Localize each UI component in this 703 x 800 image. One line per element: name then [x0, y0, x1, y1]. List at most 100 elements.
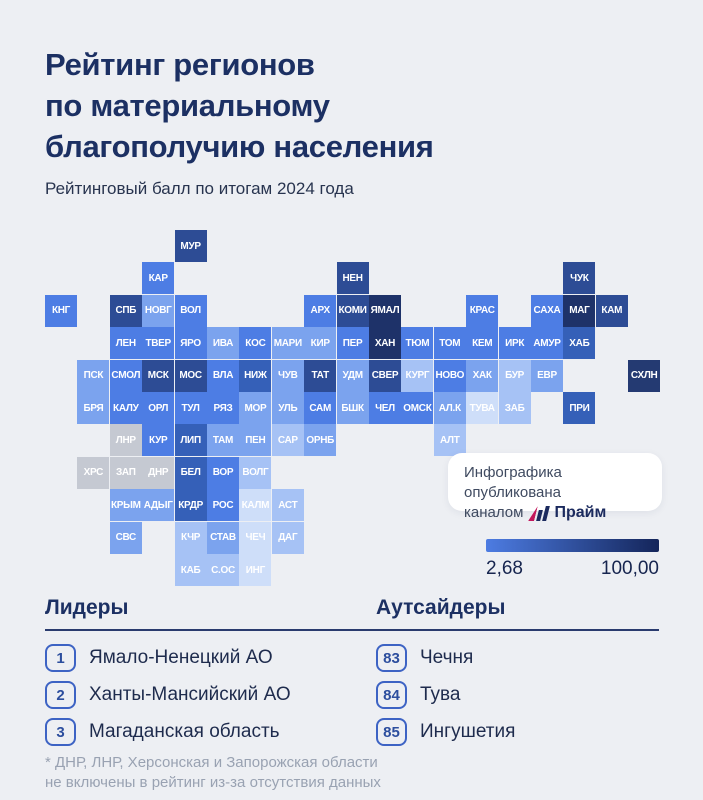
region-tile-СХЛН: СХЛН — [628, 359, 661, 392]
region-tile-АЛ.К: АЛ.К — [433, 392, 466, 424]
title-line-1: Рейтинг регионов — [45, 47, 315, 82]
prime-logo-icon — [529, 505, 551, 521]
region-tile-АРХ: АРХ — [304, 294, 337, 327]
page-subtitle: Рейтинговый балл по итогам 2024 года — [45, 179, 354, 198]
region-tile-ТОМ: ТОМ — [433, 327, 466, 360]
region-tile-БУР: БУР — [498, 359, 531, 392]
region-tile-ПРИ: ПРИ — [563, 392, 596, 424]
outsiders-list: 83 Чечня 84 Тува 85 Ингушетия — [376, 643, 676, 754]
region-tile-УЛЬ: УЛЬ — [271, 392, 304, 424]
region-tile-ЧУК: ЧУК — [563, 262, 596, 295]
region-tile-КОМИ: КОМИ — [336, 294, 369, 327]
region-tile-КАЛУ: КАЛУ — [109, 392, 142, 424]
leaders-rank-row: 3 Магаданская область — [45, 717, 345, 747]
region-tile-ЛЕН: ЛЕН — [109, 327, 142, 360]
region-tile-ТВЕР: ТВЕР — [142, 327, 175, 360]
footnote-line-1: * ДНР, ЛНР, Херсонская и Запорожская обл… — [45, 754, 378, 771]
region-tile-КРДР: КРДР — [174, 489, 207, 522]
region-name: Магаданская область — [89, 721, 280, 742]
region-tile-КОС: КОС — [239, 327, 272, 360]
region-tile-КАЛМ: КАЛМ — [239, 489, 272, 522]
publisher-badge-prefix: каналом — [464, 504, 524, 521]
leaders-rank-row: 1 Ямало-Ненецкий АО — [45, 643, 345, 673]
rank-badge: 1 — [45, 644, 76, 672]
region-tile-КЕМ: КЕМ — [466, 327, 499, 360]
leaders-rank-row: 2 Ханты-Мансийский АО — [45, 680, 345, 710]
region-tile-С.ОС: С.ОС — [207, 554, 239, 586]
region-tile-ХРС: ХРС — [77, 456, 110, 489]
region-tile-ЛНР: ЛНР — [109, 424, 142, 457]
region-tile-КАБ: КАБ — [174, 554, 207, 586]
region-tile-СТАВ: СТАВ — [207, 521, 239, 554]
region-tile-СВС: СВС — [109, 521, 142, 554]
section-divider — [45, 629, 659, 631]
region-tile-ЧЕЛ: ЧЕЛ — [369, 392, 401, 424]
title-line-2: по материальному — [45, 88, 330, 123]
region-tile-ВОР: ВОР — [207, 456, 239, 489]
region-tile-КАМ: КАМ — [595, 294, 628, 327]
region-tile-ЛИП: ЛИП — [174, 424, 207, 457]
region-tile-ОРНБ: ОРНБ — [304, 424, 337, 457]
legend-gradient-bar — [486, 539, 659, 552]
region-tile-МАРИ: МАРИ — [271, 327, 304, 360]
outsiders-rank-row: 85 Ингушетия — [376, 717, 676, 747]
outsiders-rank-row: 84 Тува — [376, 680, 676, 710]
region-tile-БРЯ: БРЯ — [77, 392, 110, 424]
region-tile-ВОЛГ: ВОЛГ — [239, 456, 272, 489]
region-tile-ТЮМ: ТЮМ — [401, 327, 434, 360]
region-tile-АДЫГ: АДЫГ — [142, 489, 175, 522]
region-tile-ТУЛ: ТУЛ — [174, 392, 207, 424]
rank-badge: 2 — [45, 681, 76, 709]
region-tile-АМУР: АМУР — [531, 327, 563, 360]
footnote: * ДНР, ЛНР, Херсонская и Запорожская обл… — [45, 753, 381, 793]
title-line-3: благополучию населения — [45, 129, 434, 164]
region-tile-МОС: МОС — [174, 359, 207, 392]
region-tile-САМ: САМ — [304, 392, 337, 424]
region-tile-ЯРО: ЯРО — [174, 327, 207, 360]
region-tile-СМОЛ: СМОЛ — [109, 359, 142, 392]
region-tile-ЗАБ: ЗАБ — [498, 392, 531, 424]
region-tile-АЛТ: АЛТ — [433, 424, 466, 457]
region-tile-БЕЛ: БЕЛ — [174, 456, 207, 489]
leaders-heading: Лидеры — [45, 596, 129, 619]
region-tile-МСК: МСК — [142, 359, 175, 392]
publisher-badge-line1: Инфографика опубликована — [464, 464, 562, 501]
region-tile-ХАБ: ХАБ — [563, 327, 596, 360]
region-tile-ИРК: ИРК — [498, 327, 531, 360]
region-tile-УДМ: УДМ — [336, 359, 369, 392]
region-tile-НИЖ: НИЖ — [239, 359, 272, 392]
region-tile-ЧУВ: ЧУВ — [271, 359, 304, 392]
region-tile-КИР: КИР — [304, 327, 337, 360]
region-name: Ямало-Ненецкий АО — [89, 647, 273, 668]
region-tile-АСТ: АСТ — [271, 489, 304, 522]
region-tile-НОВО: НОВО — [433, 359, 466, 392]
region-tile-ВЛА: ВЛА — [207, 359, 239, 392]
rank-badge: 85 — [376, 718, 407, 746]
rank-badge: 84 — [376, 681, 407, 709]
publisher-brand-name: Прайм — [554, 504, 607, 521]
leaders-list: 1 Ямало-Ненецкий АО 2 Ханты-Мансийский АО 3 М… — [45, 643, 345, 754]
region-tile-ХАН: ХАН — [369, 327, 401, 360]
region-tile-ЕВР: ЕВР — [531, 359, 563, 392]
region-tile-ЯМАЛ: ЯМАЛ — [369, 294, 401, 327]
region-tile-ЧЕЧ: ЧЕЧ — [239, 521, 272, 554]
publisher-badge: Инфографика опубликована каналом Прайм — [448, 453, 662, 521]
region-name: Ингушетия — [420, 721, 516, 742]
footnote-line-2: не включены в рейтинг из-за отсутствия д… — [45, 774, 381, 791]
region-tile-НОВГ: НОВГ — [142, 294, 175, 327]
region-tile-КЧР: КЧР — [174, 521, 207, 554]
outsiders-heading: Аутсайдеры — [376, 596, 506, 619]
region-tile-СПБ: СПБ — [109, 294, 142, 327]
region-tile-КУРГ: КУРГ — [401, 359, 434, 392]
region-tile-РЯЗ: РЯЗ — [207, 392, 239, 424]
region-tile-ЗАП: ЗАП — [109, 456, 142, 489]
region-tile-ПЕН: ПЕН — [239, 424, 272, 457]
region-tile-РОС: РОС — [207, 489, 239, 522]
rank-badge: 83 — [376, 644, 407, 672]
region-tile-ПЕР: ПЕР — [336, 327, 369, 360]
region-name: Чечня — [420, 647, 474, 668]
region-tile-КАР: КАР — [142, 262, 175, 295]
region-tile-КУР: КУР — [142, 424, 175, 457]
region-tile-СВЕР: СВЕР — [369, 359, 401, 392]
